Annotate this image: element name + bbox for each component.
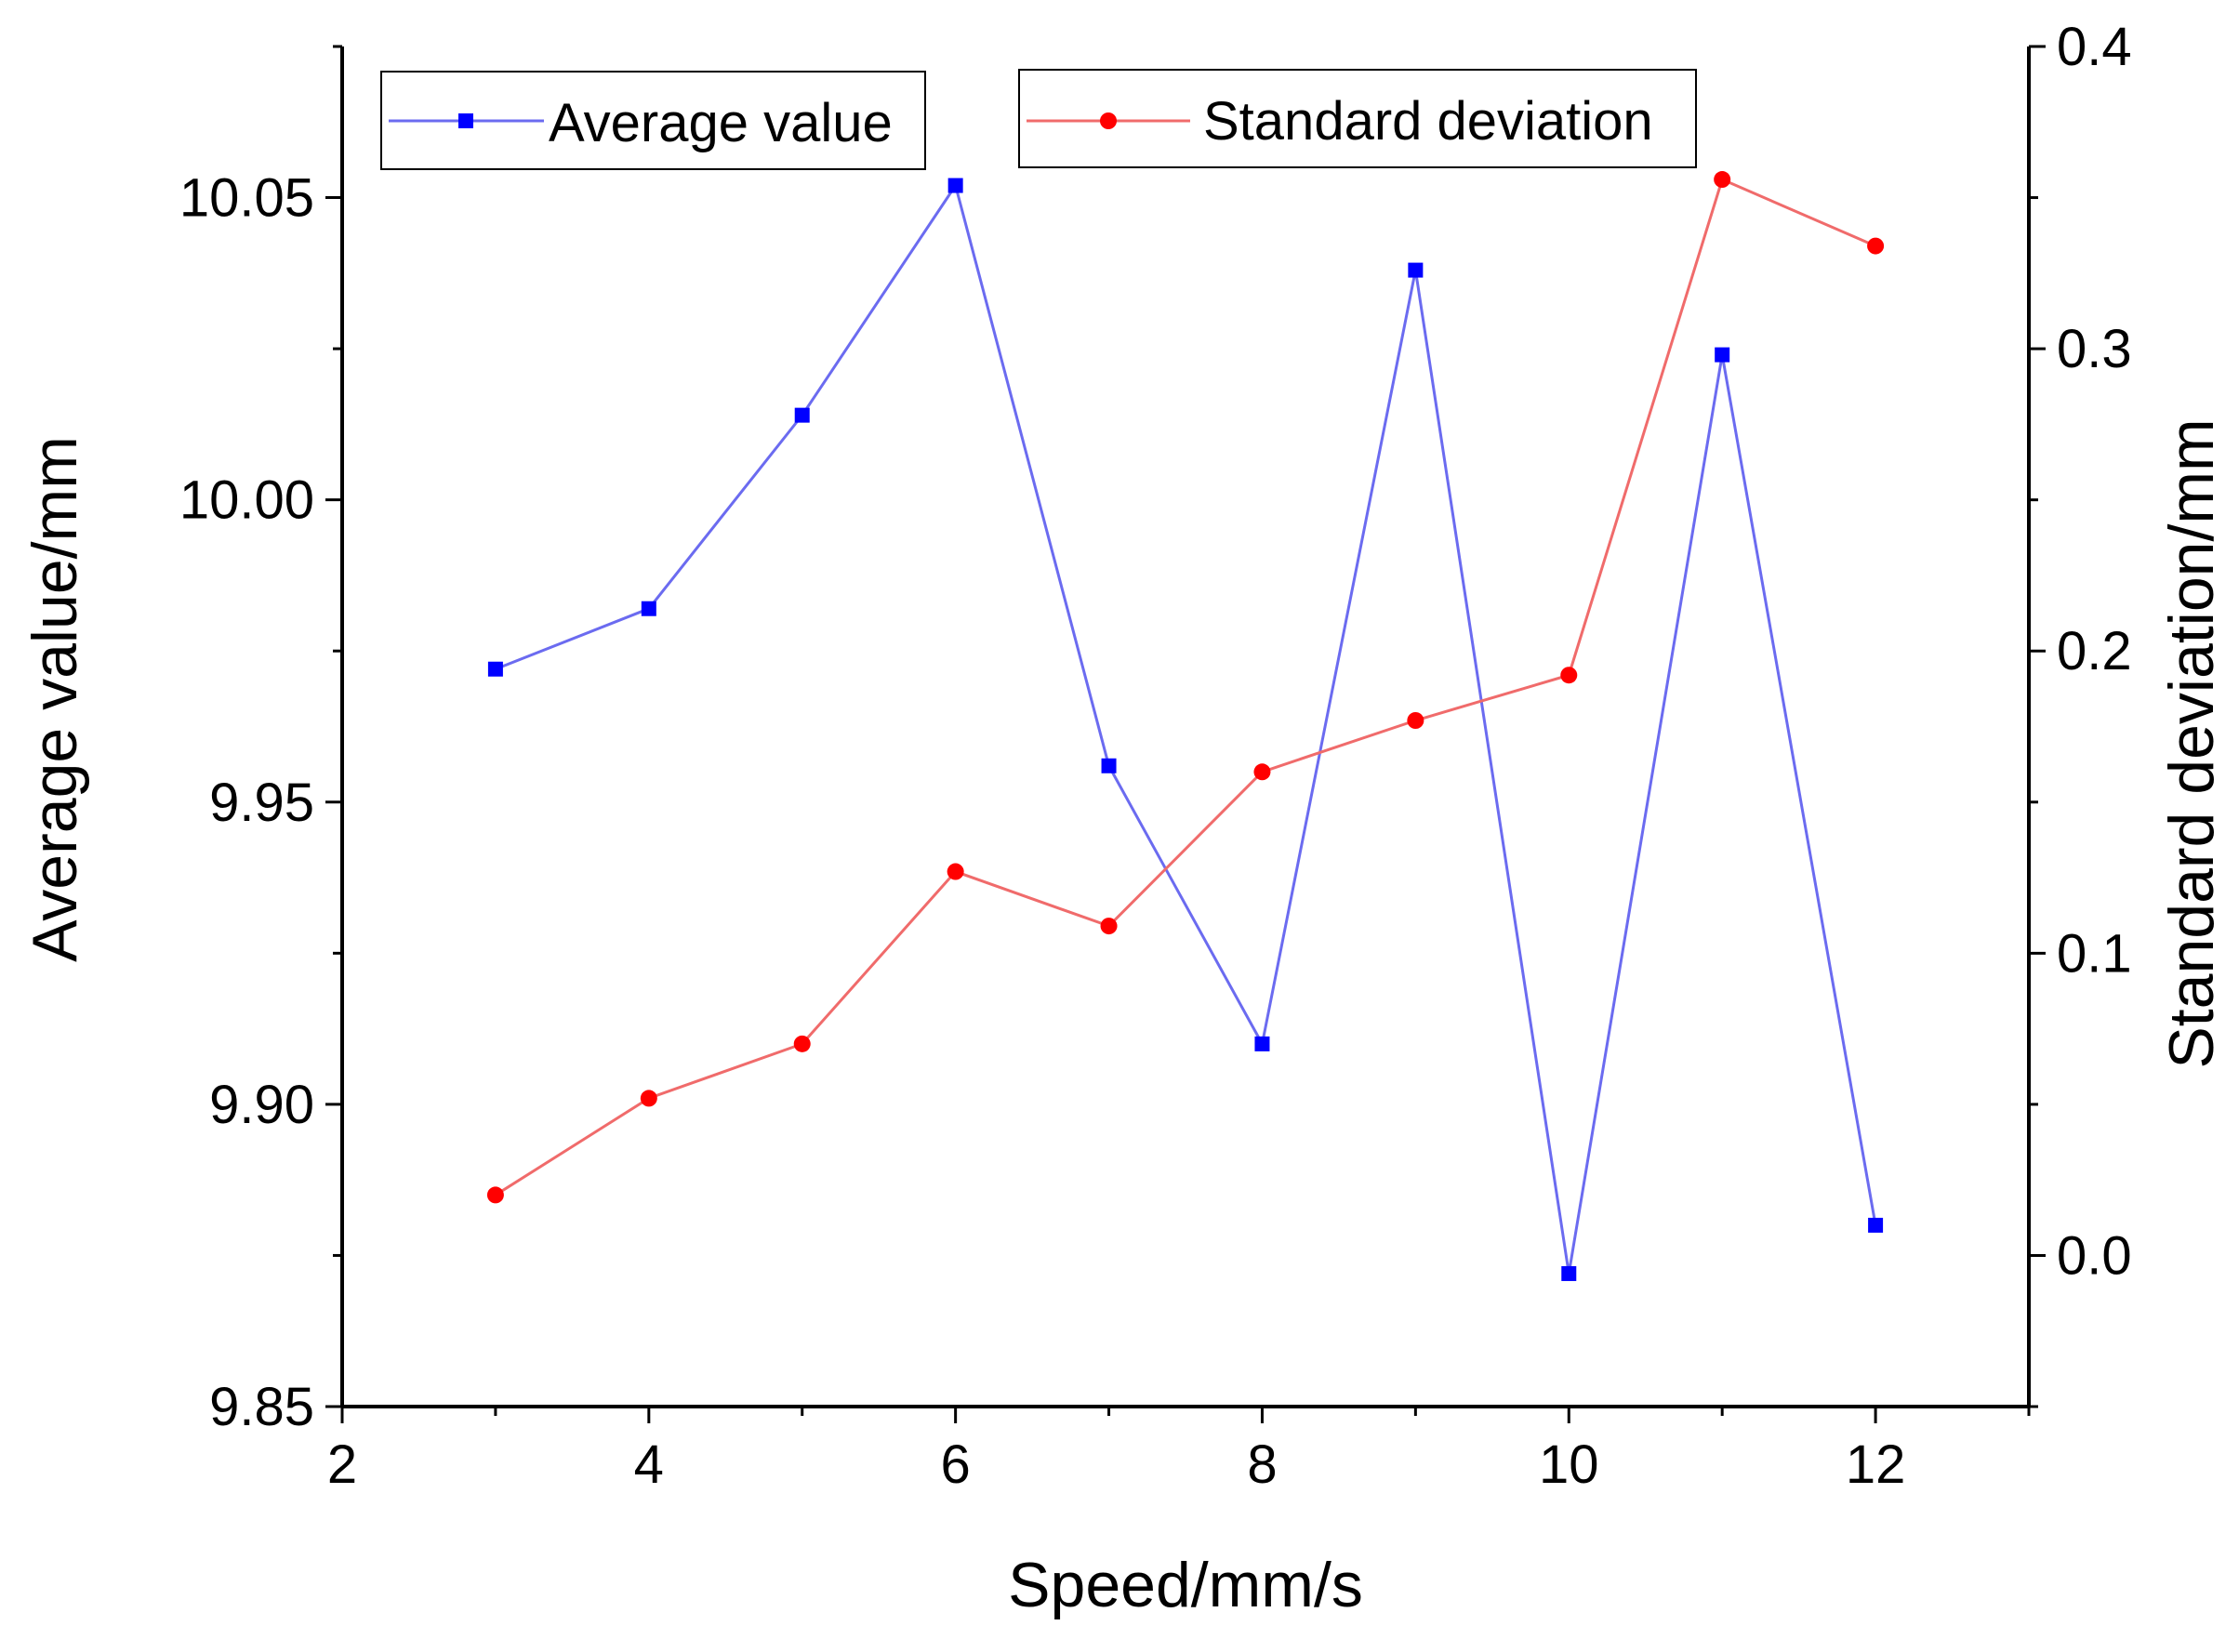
y2-tick-label: 0.1: [2057, 923, 2132, 984]
series-average-value: [487, 178, 1884, 1281]
series-line: [495, 181, 1877, 1275]
data-point-square: [641, 601, 656, 616]
plot-frame: [340, 46, 2031, 1408]
y2-tick-label: 0.4: [2057, 17, 2132, 77]
x-tick-label: 4: [634, 1434, 664, 1495]
x-tick-label: 10: [1539, 1434, 1599, 1495]
x-tick-label: 12: [1846, 1434, 1906, 1495]
data-point-circle: [1100, 918, 1118, 935]
data-point-square: [1561, 1265, 1577, 1281]
data-point-circle: [1560, 667, 1578, 684]
legend-box-stddev: [1018, 69, 1697, 168]
series-layer: [486, 171, 1885, 1281]
legend-marker-square-icon: [458, 113, 473, 128]
data-point-circle: [486, 1186, 504, 1204]
data-point-square: [947, 178, 963, 193]
data-point-circle: [947, 863, 964, 880]
data-point-square: [487, 661, 503, 677]
legend-standard-deviation: Standard deviation: [1018, 69, 1697, 168]
series-standard-deviation: [486, 171, 1885, 1204]
y-tick-label: 9.90: [209, 1075, 314, 1135]
legend-label-stddev: Standard deviation: [1203, 91, 1653, 152]
data-point-square: [1101, 758, 1117, 773]
axis-tick-labels: 2 4 6 8 10 12 9.85 9.90 9.95 10.00 10.05 0.0 0.1 0.2 0…: [179, 17, 2132, 1495]
y2-tick-label: 0.3: [2057, 319, 2132, 379]
y2-tick-label: 0.2: [2057, 621, 2132, 681]
series-line: [495, 178, 1876, 1196]
y-tick-label: 10.05: [179, 168, 314, 229]
x-tick-label: 6: [941, 1434, 971, 1495]
legend-label-average: Average value: [549, 93, 893, 153]
y-tick-label: 9.85: [209, 1377, 314, 1437]
x-tick-label: 2: [327, 1434, 357, 1495]
y2-tick-label: 0.0: [2057, 1225, 2132, 1286]
data-point-square: [794, 407, 810, 423]
y-tick-label: 10.00: [179, 470, 314, 531]
x-tick-label: 8: [1247, 1434, 1277, 1495]
x-axis-title: Speed/mm/s: [1008, 1550, 1363, 1620]
data-point-square: [1254, 1036, 1270, 1051]
data-point-square: [1408, 262, 1424, 278]
data-point-circle: [793, 1035, 811, 1052]
data-point-circle: [640, 1090, 657, 1107]
data-point-circle: [1867, 237, 1885, 255]
data-point-square: [1868, 1217, 1884, 1233]
data-point-circle: [1714, 171, 1731, 189]
data-point-square: [1715, 347, 1730, 363]
y-tick-label: 9.95: [209, 773, 314, 833]
y2-axis-title: Standard deviation/mm: [2156, 418, 2227, 1068]
legend-average-value: Average value: [380, 71, 926, 170]
data-point-circle: [1407, 711, 1424, 729]
y-axis-title: Average value/mm: [20, 436, 90, 962]
axis-ticks: [325, 45, 2046, 1423]
legend-marker-circle-icon: [1100, 112, 1117, 129]
data-point-circle: [1253, 763, 1271, 781]
